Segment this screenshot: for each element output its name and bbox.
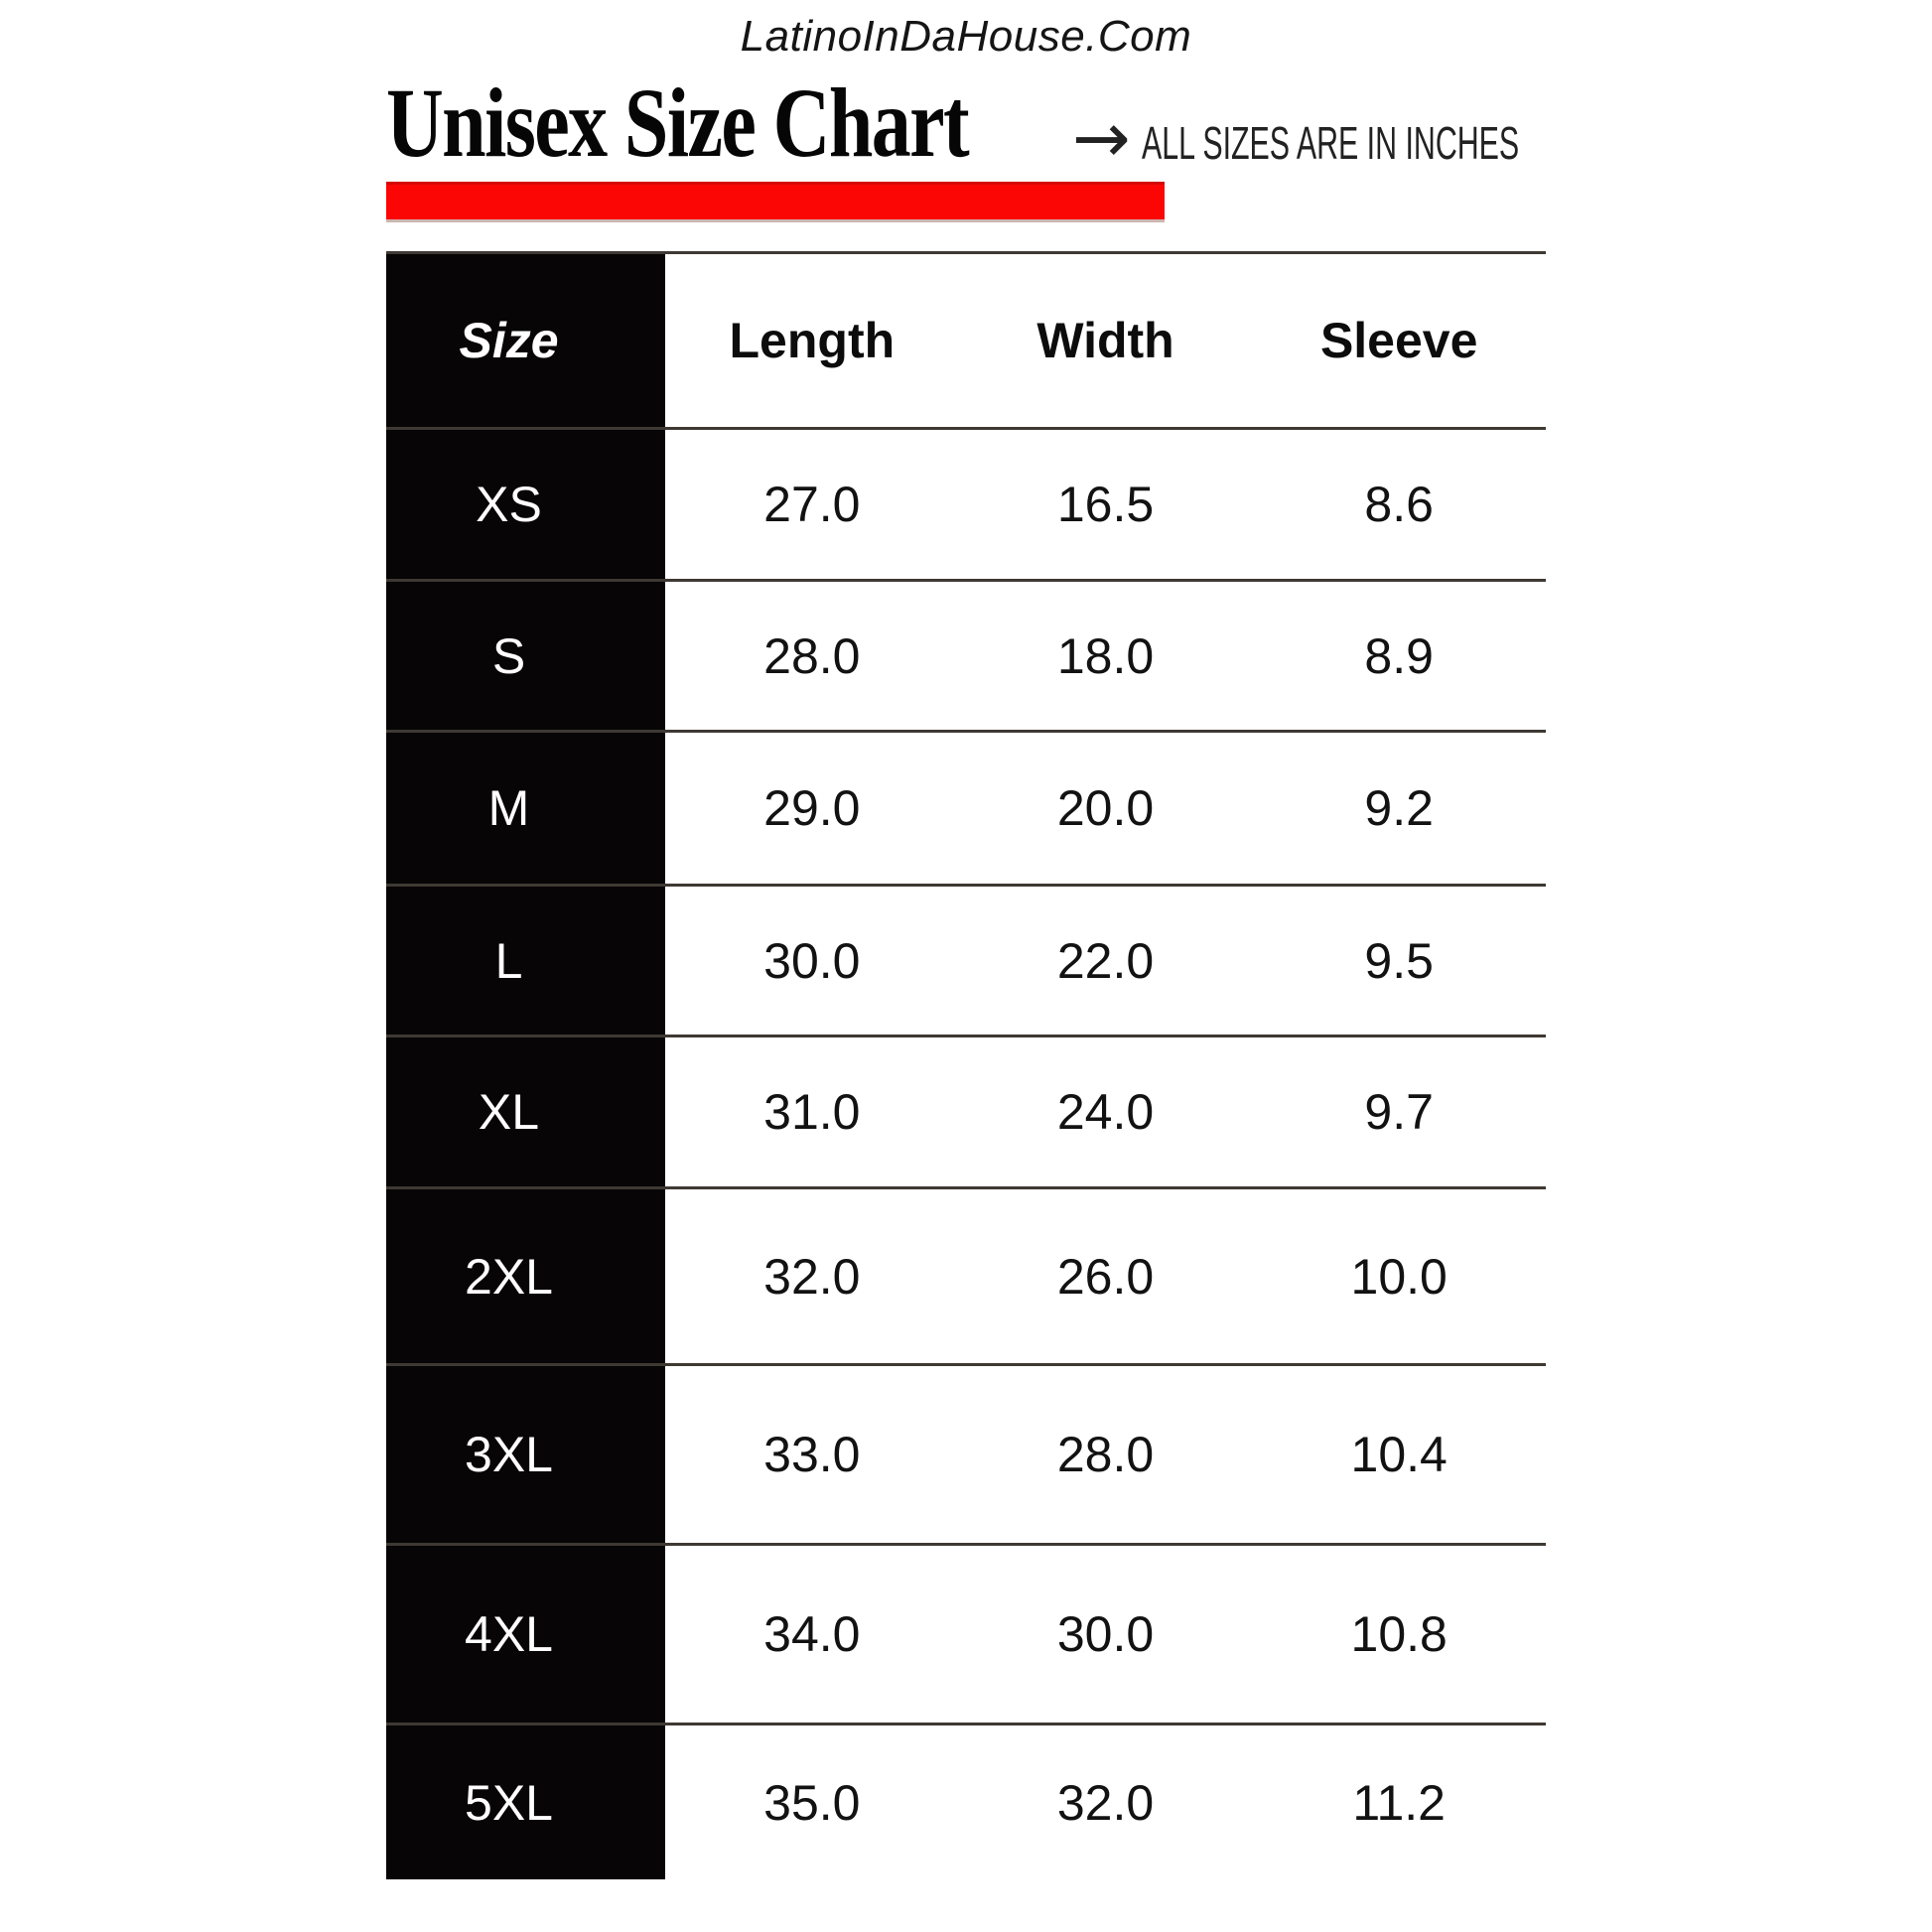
size-label-cell: 2XL <box>386 1189 665 1363</box>
size-label-cell: 5XL <box>386 1725 665 1879</box>
sleeve-value-cell: 8.9 <box>1364 627 1434 684</box>
site-name: LatinoInDaHouse.Com <box>740 12 1192 61</box>
width-value-cell: 24.0 <box>1056 1084 1155 1140</box>
size-label-cell: XS <box>386 430 665 579</box>
sleeve-value-cell: 10.0 <box>1350 1248 1448 1305</box>
width-value-cell: 28.0 <box>1056 1427 1155 1482</box>
table-row: L 30.0 22.0 9.5 <box>386 884 1546 1035</box>
length-value-cell: 33.0 <box>763 1427 861 1482</box>
red-accent-bar <box>386 182 1165 219</box>
table-row: M 29.0 20.0 9.2 <box>386 730 1546 884</box>
sleeve-value-cell: 10.4 <box>1350 1427 1448 1482</box>
table-row: 5XL 35.0 32.0 11.2 <box>386 1723 1546 1879</box>
sleeve-value-cell: 8.6 <box>1364 477 1434 532</box>
table-row: 2XL 32.0 26.0 10.0 <box>386 1186 1546 1363</box>
width-value-cell: 16.5 <box>1056 477 1155 532</box>
size-label-cell: 3XL <box>386 1366 665 1543</box>
table-row: XL 31.0 24.0 9.7 <box>386 1035 1546 1186</box>
size-label-cell: S <box>386 582 665 730</box>
header-size: Size <box>386 254 665 427</box>
length-value-cell: 29.0 <box>763 780 861 836</box>
size-label-cell: M <box>386 733 665 884</box>
length-value-cell: 31.0 <box>763 1084 861 1140</box>
table-row: 3XL 33.0 28.0 10.4 <box>386 1363 1546 1543</box>
size-label-cell: 4XL <box>386 1546 665 1723</box>
size-table: Size Length Width Sleeve XS 27.0 16.5 8.6 S 2… <box>386 251 1546 1879</box>
length-value-cell: 34.0 <box>763 1606 861 1662</box>
sleeve-value-cell: 9.2 <box>1364 780 1434 836</box>
size-label-cell: L <box>386 887 665 1035</box>
header-sleeve: Sleeve <box>1319 313 1478 368</box>
length-value-cell: 32.0 <box>763 1248 861 1305</box>
right-arrow-icon: → <box>1072 97 1131 179</box>
length-value-cell: 27.0 <box>763 477 861 532</box>
width-value-cell: 32.0 <box>1056 1774 1155 1831</box>
width-value-cell: 20.0 <box>1056 780 1155 836</box>
width-value-cell: 26.0 <box>1056 1248 1155 1305</box>
sleeve-value-cell: 11.2 <box>1352 1774 1446 1831</box>
table-row: 4XL 34.0 30.0 10.8 <box>386 1543 1546 1723</box>
sleeve-value-cell: 10.8 <box>1350 1606 1448 1662</box>
size-label-cell: XL <box>386 1037 665 1186</box>
page-title: Unisex Size Chart <box>386 68 970 178</box>
length-value-cell: 35.0 <box>763 1774 861 1831</box>
header-width: Width <box>1036 313 1174 368</box>
sleeve-value-cell: 9.5 <box>1364 932 1434 989</box>
width-value-cell: 22.0 <box>1056 932 1155 989</box>
length-value-cell: 28.0 <box>763 627 861 684</box>
width-value-cell: 18.0 <box>1056 627 1155 684</box>
units-note: ALL SIZES ARE IN INCHES <box>1142 117 1520 169</box>
length-value-cell: 30.0 <box>763 932 861 989</box>
table-row: XS 27.0 16.5 8.6 <box>386 427 1546 579</box>
header-length: Length <box>729 313 896 368</box>
table-header-row: Size Length Width Sleeve <box>386 251 1546 427</box>
table-row: S 28.0 18.0 8.9 <box>386 579 1546 730</box>
width-value-cell: 30.0 <box>1056 1606 1155 1662</box>
sleeve-value-cell: 9.7 <box>1364 1084 1434 1140</box>
